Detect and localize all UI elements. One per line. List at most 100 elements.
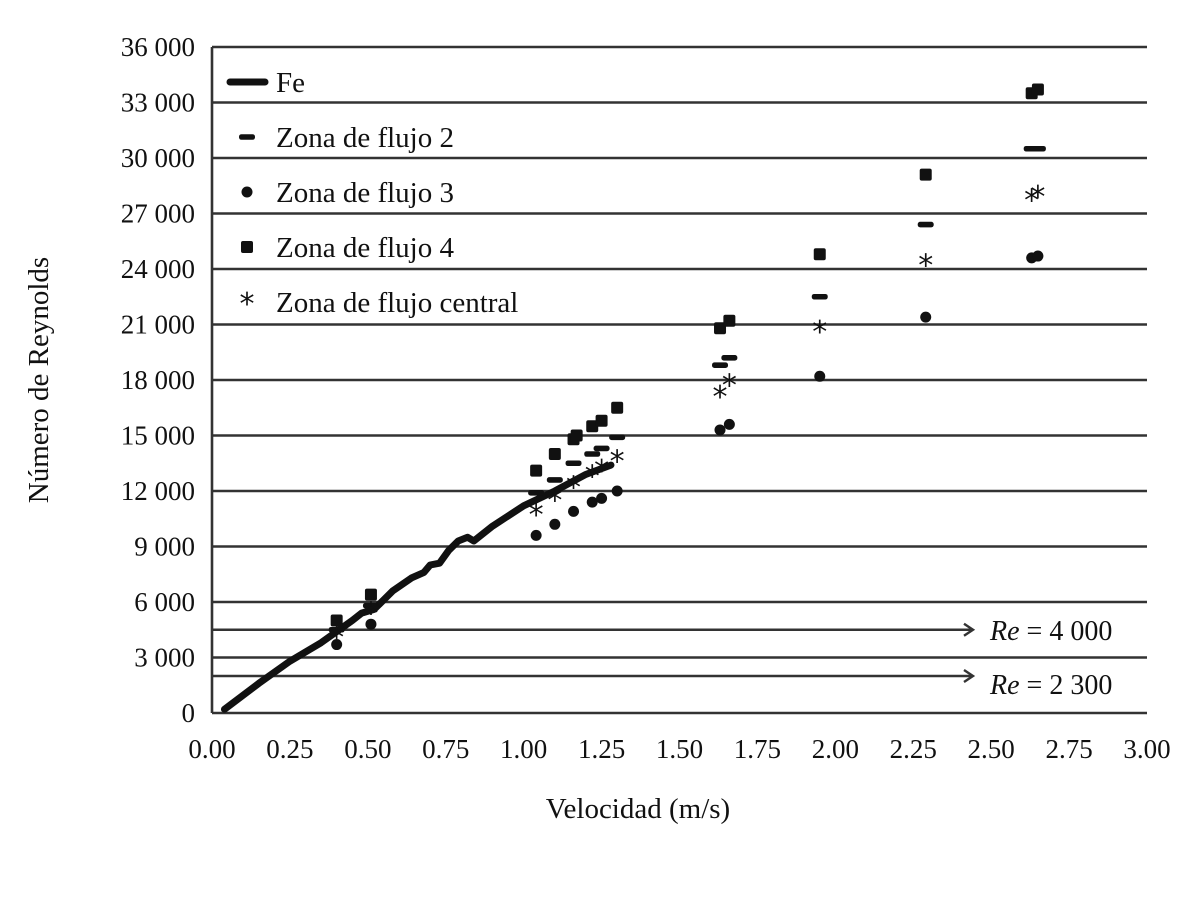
circle-marker (920, 311, 932, 323)
x-tick-label: 2.00 (812, 734, 859, 764)
data-series: *** * * ** ******* (220, 83, 1046, 713)
arrow-icon (963, 622, 976, 637)
asterisk-marker: * (1024, 184, 1039, 219)
legend-item: Zona de flujo 4 (241, 232, 454, 264)
legend-item: * Zona de flujo central (240, 287, 519, 322)
square-marker (714, 322, 727, 335)
y-tick-label: 33 000 (121, 88, 195, 118)
square-marker (330, 614, 343, 627)
y-tick-label: 15 000 (121, 421, 195, 451)
plot-frame (210, 47, 1147, 715)
asterisk-marker: * (363, 596, 378, 631)
dash-marker (1029, 145, 1046, 152)
annotation-re-4000: Re = 4 000 (989, 616, 1112, 647)
x-axis-ticks: 0.00 0.25 0.50 0.75 1.00 1.25 1.50 1.75 2.00 2.25… (188, 734, 1170, 764)
series-zona-de-flujo-3 (331, 250, 1044, 651)
annotation-re-symbol: Re (989, 616, 1020, 647)
square-marker (1031, 83, 1044, 96)
square-marker (595, 414, 608, 427)
circle-marker (331, 639, 343, 651)
y-tick-label: 6 000 (134, 587, 195, 617)
dash-marker (565, 460, 582, 467)
legend: Fe Zona de flujo 2 Zona de flujo 3 Zona de … (226, 67, 519, 322)
dash-marker (721, 355, 738, 361)
y-tick-label: 0 (182, 698, 196, 728)
annotation-re-value: = 4 000 (1020, 616, 1113, 647)
circle-marker (714, 424, 726, 436)
legend-label: Zona de flujo 4 (276, 232, 454, 264)
reference-lines (212, 622, 976, 683)
square-marker (813, 248, 826, 261)
dash-marker (584, 451, 601, 457)
x-axis-label: Velocidad (m/s) (546, 793, 730, 825)
asterisk-marker: * (329, 620, 344, 655)
x-tick-label: 0.50 (344, 734, 391, 764)
circle-marker (365, 618, 377, 630)
asterisk-marker: * (722, 369, 737, 404)
square-marker (241, 241, 253, 253)
circle-marker (568, 505, 580, 517)
asterisk-marker: * (240, 287, 255, 322)
y-tick-label: 3 000 (134, 643, 195, 673)
legend-item: Zona de flujo 2 (239, 122, 454, 154)
series-zona-de-flujo-central: *** * * ** ******* (329, 180, 1045, 655)
dash-marker (609, 434, 626, 441)
dash-marker (546, 477, 563, 483)
circle-marker (1032, 250, 1044, 262)
dash-marker (811, 293, 828, 300)
series-zona-de-flujo-2 (328, 145, 1046, 633)
asterisk-marker: * (566, 470, 581, 505)
legend-label: Zona de flujo central (276, 287, 518, 319)
gridlines (212, 45, 1147, 659)
asterisk-marker: * (812, 315, 827, 350)
y-tick-label: 21 000 (121, 310, 195, 340)
circle-marker (814, 370, 826, 382)
x-tick-label: 3.00 (1123, 734, 1170, 764)
dash-marker (362, 602, 379, 609)
circle-marker (530, 529, 542, 541)
asterisk-marker: * (594, 454, 609, 489)
dash-marker (328, 626, 345, 633)
asterisk-marker: * (1030, 180, 1045, 215)
circle-marker (586, 496, 598, 508)
fe-line (220, 461, 615, 713)
square-marker (611, 401, 624, 414)
circle-marker (596, 492, 608, 504)
y-tick-label: 12 000 (121, 476, 195, 506)
annotation-re-symbol: Re (989, 670, 1020, 701)
square-marker (919, 168, 932, 181)
annotation-re-value: = 2 300 (1020, 670, 1113, 701)
legend-item: Zona de flujo 3 (241, 177, 454, 209)
square-marker (586, 420, 599, 433)
annotation-re-2300: Re = 2 300 (989, 670, 1112, 701)
y-tick-label: 30 000 (121, 143, 195, 173)
square-marker (723, 314, 736, 327)
legend-label: Zona de flujo 3 (276, 177, 454, 209)
y-tick-label: 36 000 (121, 32, 195, 62)
circle-marker (549, 518, 561, 530)
y-tick-label: 24 000 (121, 254, 195, 284)
x-tick-label: 1.00 (500, 734, 547, 764)
x-tick-label: 0.75 (422, 734, 469, 764)
asterisk-marker: * (918, 248, 933, 283)
arrow-icon (963, 669, 976, 683)
square-marker (364, 588, 377, 601)
legend-label: Fe (276, 67, 305, 99)
asterisk-marker: * (713, 380, 728, 415)
legend-item: Fe (226, 67, 305, 99)
dash-marker (593, 445, 610, 452)
dash-marker (712, 362, 729, 368)
series-zona-de-flujo-4 (330, 83, 1044, 627)
dash-marker (239, 134, 255, 140)
circle-marker (611, 485, 623, 497)
square-marker (548, 448, 561, 460)
square-marker (530, 464, 543, 477)
x-tick-label: 0.00 (188, 734, 235, 764)
x-tick-label: 1.50 (656, 734, 703, 764)
asterisk-marker: * (547, 483, 562, 518)
asterisk-marker: * (610, 445, 625, 480)
circle-marker (241, 186, 253, 198)
dash-marker (528, 490, 545, 496)
x-tick-label: 2.50 (968, 734, 1015, 764)
